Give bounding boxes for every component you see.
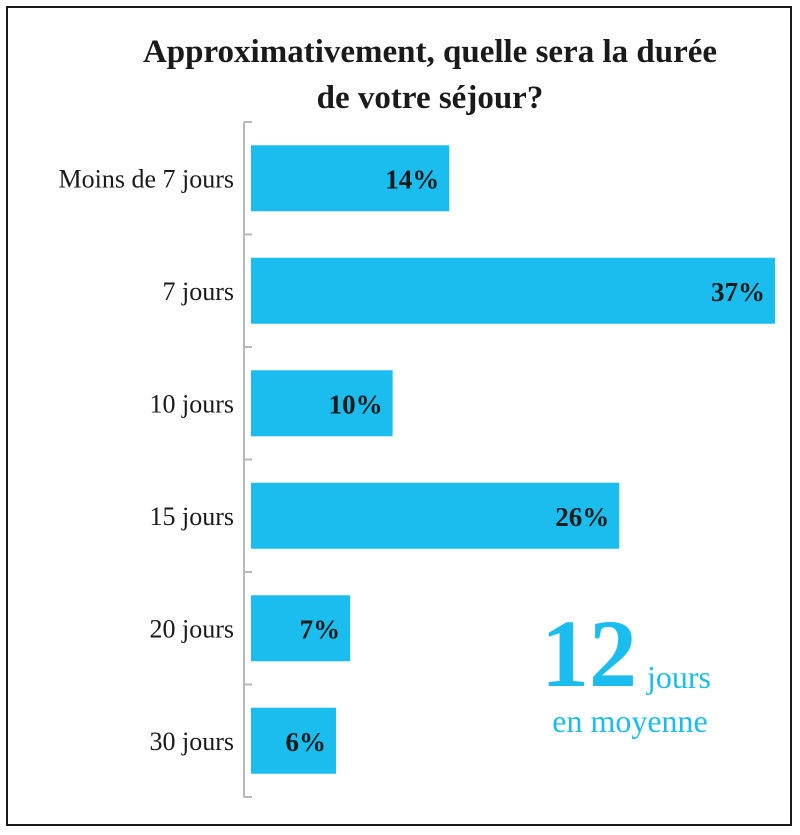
value-labels: 14% 37% 10% 26% 7% 6% [285,164,765,757]
bar-1 [251,145,450,212]
value-label: 14% [385,164,439,194]
bar-4 [251,482,620,549]
category-label: 20 jours [150,614,235,643]
value-label: 37% [711,277,765,307]
bar-5 [251,595,351,662]
average-caption: en moyenne [552,703,708,739]
value-label: 6% [285,727,326,757]
bar-6 [251,707,336,774]
average-unit: jours [646,659,711,695]
category-label: 30 jours [150,727,235,756]
bar-3 [251,370,393,437]
chart-frame [6,6,792,826]
value-label: 10% [329,389,383,419]
value-label: 7% [300,614,341,644]
value-label: 26% [555,502,609,532]
category-label: 15 jours [150,502,235,531]
chart-title-line-2: de votre séjour? [317,80,544,116]
category-labels: Moins de 7 jours 7 jours 10 jours 15 jours 2… [59,164,235,756]
average-callout: 12 jours en moyenne [541,600,711,739]
category-label: 7 jours [163,277,235,306]
category-label: Moins de 7 jours [59,164,235,193]
category-label: 10 jours [150,389,235,418]
bar-2 [251,257,775,324]
category-axis [243,121,252,798]
bars-group [251,145,775,774]
average-number: 12 [541,600,637,707]
chart-title-line-1: Approximativement, quelle sera la durée [143,34,717,70]
